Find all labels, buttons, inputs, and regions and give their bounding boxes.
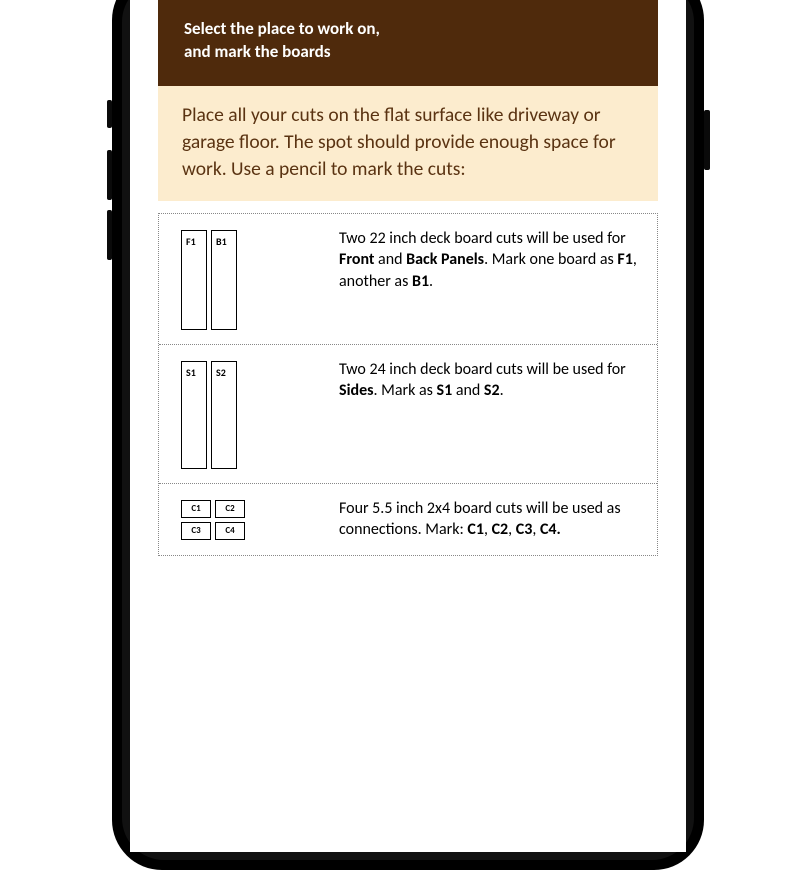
phone-side-button [107,100,112,128]
board-shape: F1 [181,230,207,330]
instruction-box: Place all your cuts on the flat surface … [158,86,658,201]
board-shape: B1 [211,230,237,330]
board-row: S1S2Two 24 inch deck board cuts will be … [159,345,657,484]
board-shape: C3 [181,522,211,540]
header-line-1: Select the place to work on, [184,18,380,39]
phone-frame: Select the place to work on, and mark th… [112,0,704,870]
board-shape: C4 [215,522,245,540]
phone-side-button [704,110,710,170]
board-rows: F1B1Two 22 inch deck board cuts will be … [158,213,658,556]
board-shape: C1 [181,500,211,518]
board-diagram: S1S2 [173,359,323,469]
step-header: Select the place to work on, and mark th… [158,0,658,86]
phone-screen: Select the place to work on, and mark th… [130,0,686,852]
board-row: C1C2C3C4 Four 5.5 inch 2x4 board cuts wil… [159,484,657,555]
board-description: Two 22 inch deck board cuts will be used… [339,228,643,330]
board-shape: C2 [215,500,245,518]
header-line-2: and mark the boards [184,41,331,62]
board-description: Two 24 inch deck board cuts will be used… [339,359,643,469]
board-row: F1B1Two 22 inch deck board cuts will be … [159,214,657,345]
board-description: Four 5.5 inch 2x4 board cuts will be use… [339,498,643,541]
phone-side-button [107,210,112,260]
instruction-text: Place all your cuts on the flat surface … [182,103,616,181]
content-area: Select the place to work on, and mark th… [130,0,686,556]
board-shape: S2 [211,361,237,469]
board-diagram: F1B1 [173,228,323,330]
phone-side-button [107,150,112,200]
phone-inner: Select the place to work on, and mark th… [122,0,694,860]
board-shape: S1 [181,361,207,469]
board-diagram: C1C2C3C4 [173,498,323,541]
